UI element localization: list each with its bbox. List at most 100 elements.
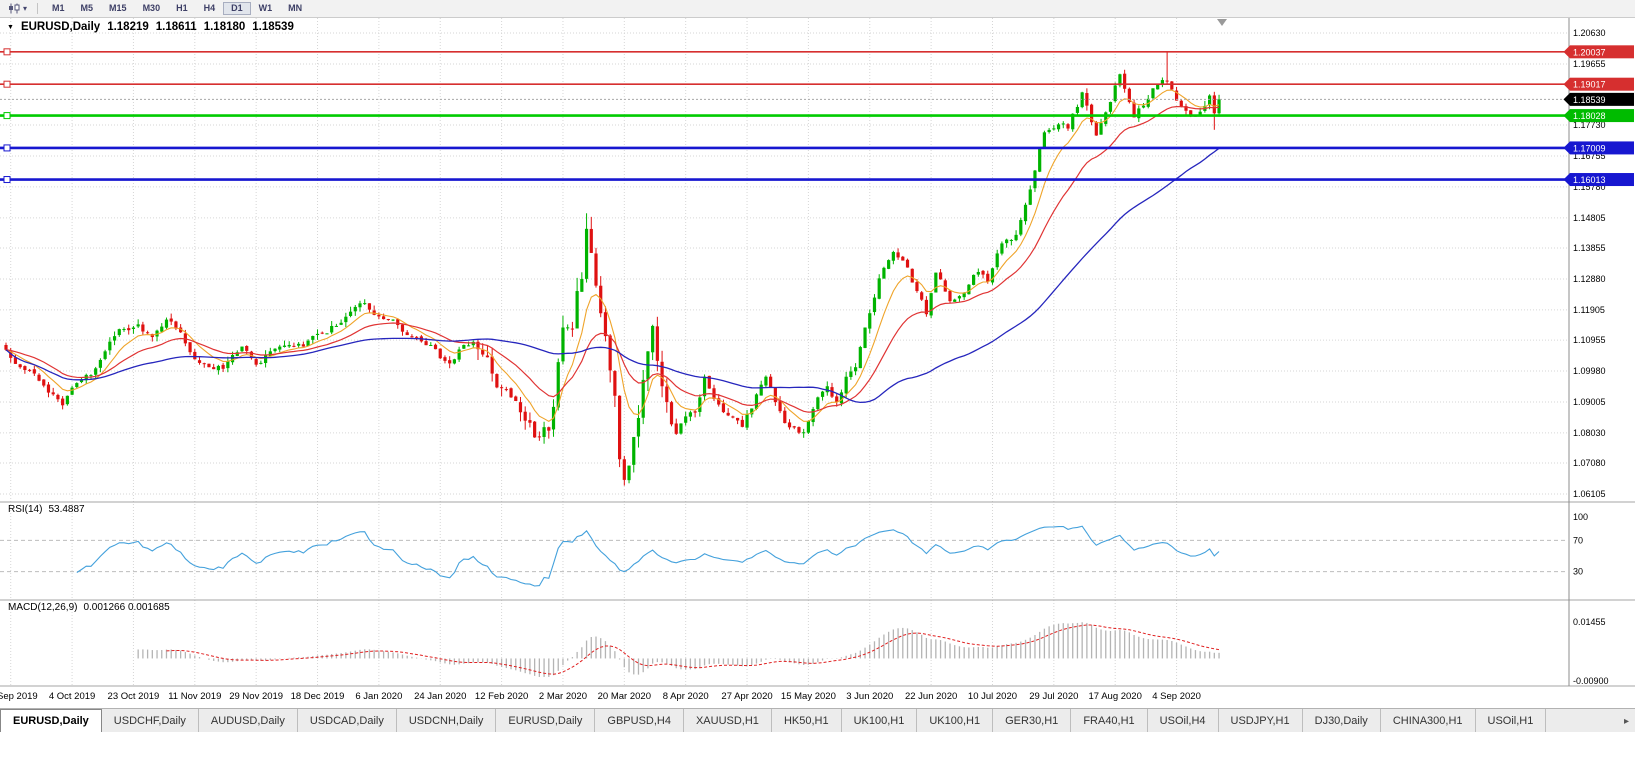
timeframe-button-m1[interactable]: M1 [52, 3, 65, 13]
date-label: 15 May 2020 [781, 691, 836, 702]
chart-type-button[interactable]: ▾ [4, 2, 31, 15]
chart-tab-list: EURUSD,Daily USDCHF,Daily AUDUSD,Daily USDC… [0, 709, 1635, 732]
chart-tab-usdcad-daily-3[interactable]: USDCAD,Daily [297, 709, 397, 732]
chart-tab-uk100-h1-9[interactable]: UK100,H1 [841, 709, 918, 732]
timeframe-button-w1[interactable]: W1 [258, 3, 273, 13]
macd-histogram [137, 622, 1220, 677]
svg-text:1.08030: 1.08030 [1573, 428, 1606, 438]
date-label: 18 Dec 2019 [291, 691, 345, 702]
date-label: 11 Nov 2019 [168, 691, 221, 702]
level-price-badge-4: 1.16013 [1573, 175, 1606, 185]
sma-55-line [5, 147, 1220, 404]
date-label: 4 Oct 2019 [49, 691, 95, 702]
chart-tab-audusd-daily-2[interactable]: AUDUSD,Daily [198, 709, 298, 732]
svg-text:1.17730: 1.17730 [1573, 120, 1606, 130]
chart-tab-uk100-h1-10[interactable]: UK100,H1 [917, 709, 994, 732]
tab-scroll-right-icon[interactable]: ▸ [1619, 709, 1633, 732]
chart-tab-dj30-daily-15[interactable]: DJ30,Daily [1302, 709, 1381, 732]
date-label: 24 Jan 2020 [414, 691, 466, 702]
level-price-badge-1: 1.19017 [1573, 80, 1606, 90]
grid-vertical [10, 18, 1178, 686]
chart-tab-usdcnh-daily-4[interactable]: USDCNH,Daily [396, 709, 497, 732]
line-handle-icon[interactable] [3, 48, 11, 56]
level-lines[interactable] [0, 48, 1568, 184]
timeframe-button-m30[interactable]: M30 [142, 3, 161, 13]
chart-tab-china300-h1-16[interactable]: CHINA300,H1 [1380, 709, 1476, 732]
chart-tab-usoil-h1-17[interactable]: USOil,H1 [1475, 709, 1547, 732]
line-handle-icon[interactable] [3, 112, 11, 120]
svg-text:1.14805: 1.14805 [1573, 213, 1606, 223]
chart-shift-marker-icon[interactable] [1217, 19, 1227, 26]
chart-tab-eurusd-daily-0[interactable]: EURUSD,Daily [0, 709, 102, 732]
price-axis-labels[interactable]: 1.20630 1.19655 1.17730 1.16755 1.15780 1.148… [1573, 28, 1606, 499]
date-label: 2 Mar 2020 [539, 691, 587, 702]
macd-signal-line [166, 624, 1220, 675]
timeframe-button-group: M1 M5 M15 M30 H1 H4 D1 W1 MN [44, 2, 310, 15]
date-label: 8 Apr 2020 [663, 691, 709, 702]
toolbar-separator [37, 3, 39, 14]
moving-average-lines [5, 89, 1220, 422]
chart-tab-fra40-h1-12[interactable]: FRA40,H1 [1071, 709, 1148, 732]
timeframe-toolbar: ▾ M1 M5 M15 M30 H1 H4 D1 W1 MN [0, 0, 1635, 18]
date-axis-labels[interactable]: 16 Sep 2019 4 Oct 2019 23 Oct 2019 11 Nov 2… [0, 691, 1201, 702]
grid-horizontal [0, 32, 1568, 495]
line-handle-icon[interactable] [3, 80, 11, 88]
chart-tab-eurusd-daily-5[interactable]: EURUSD,Daily [496, 709, 596, 732]
svg-text:70: 70 [1573, 535, 1583, 545]
date-label: 6 Jan 2020 [355, 691, 402, 702]
ema-21-line [5, 105, 1220, 413]
pane-separators[interactable] [0, 501, 1635, 687]
svg-text:0.01455: 0.01455 [1573, 617, 1606, 627]
date-label: 17 Aug 2020 [1089, 691, 1142, 702]
chart-tab-gbpusd-h4-6[interactable]: GBPUSD,H4 [595, 709, 684, 732]
timeframe-button-m15[interactable]: M15 [109, 3, 127, 13]
macd-axis-labels[interactable]: 0.01455 -0.00900 [1573, 617, 1609, 686]
line-handle-icon[interactable] [3, 176, 11, 184]
candles [4, 51, 1221, 486]
rsi-level-lines [0, 539, 1568, 573]
date-label: 20 Mar 2020 [598, 691, 651, 702]
date-label: 29 Jul 2020 [1029, 691, 1078, 702]
svg-text:1.06105: 1.06105 [1573, 489, 1606, 499]
svg-text:1.13855: 1.13855 [1573, 243, 1606, 253]
date-label: 12 Feb 2020 [475, 691, 528, 702]
chart-tabs-bar: EURUSD,Daily USDCHF,Daily AUDUSD,Daily USDC… [0, 708, 1635, 732]
chart-canvas[interactable]: 1.20630 1.19655 1.17730 1.16755 1.15780 1.148… [0, 18, 1635, 707]
date-label: 4 Sep 2020 [1152, 691, 1201, 702]
chart-tab-hk50-h1-8[interactable]: HK50,H1 [771, 709, 842, 732]
ema-8-line [5, 89, 1220, 422]
date-label: 22 Jun 2020 [905, 691, 957, 702]
svg-text:1.12880: 1.12880 [1573, 274, 1606, 284]
chart-tab-usoil-h4-13[interactable]: USOil,H4 [1147, 709, 1219, 732]
level-price-badge-3: 1.17009 [1573, 143, 1606, 153]
svg-text:1.09980: 1.09980 [1573, 366, 1606, 376]
timeframe-button-m5[interactable]: M5 [80, 3, 94, 13]
svg-text:1.11905: 1.11905 [1573, 305, 1605, 315]
chart-tab-usdchf-daily-1[interactable]: USDCHF,Daily [101, 709, 199, 732]
level-price-badge-2: 1.18028 [1573, 111, 1606, 121]
timeframe-button-d1[interactable]: D1 [223, 2, 251, 15]
rsi-axis-labels[interactable]: 100 70 30 [1573, 512, 1588, 577]
quick-trade-marker-icon[interactable]: ▼ [7, 23, 14, 31]
svg-text:1.10955: 1.10955 [1573, 335, 1606, 345]
svg-text:1.19655: 1.19655 [1573, 59, 1606, 69]
line-handle-icon[interactable] [3, 144, 11, 152]
chart-tab-xauusd-h1-7[interactable]: XAUUSD,H1 [683, 709, 772, 732]
date-label: 27 Apr 2020 [721, 691, 772, 702]
svg-text:1.16755: 1.16755 [1573, 151, 1606, 161]
svg-text:30: 30 [1573, 567, 1583, 577]
date-label: 23 Oct 2019 [108, 691, 160, 702]
date-label: 10 Jul 2020 [968, 691, 1017, 702]
rsi-line [76, 525, 1220, 587]
chevron-down-icon: ▾ [23, 3, 28, 13]
date-label: 16 Sep 2019 [0, 691, 38, 702]
chart-tab-usdjpy-h1-14[interactable]: USDJPY,H1 [1218, 709, 1303, 732]
svg-text:1.07080: 1.07080 [1573, 458, 1606, 468]
timeframe-button-h1[interactable]: H1 [176, 3, 188, 13]
chart-tab-ger30-h1-11[interactable]: GER30,H1 [993, 709, 1072, 732]
timeframe-button-mn[interactable]: MN [288, 3, 303, 13]
svg-text:1.15780: 1.15780 [1573, 182, 1606, 192]
timeframe-button-h4[interactable]: H4 [203, 3, 216, 13]
candlestick-chart-icon [9, 3, 20, 14]
level-price-badge-0: 1.20037 [1573, 47, 1606, 57]
